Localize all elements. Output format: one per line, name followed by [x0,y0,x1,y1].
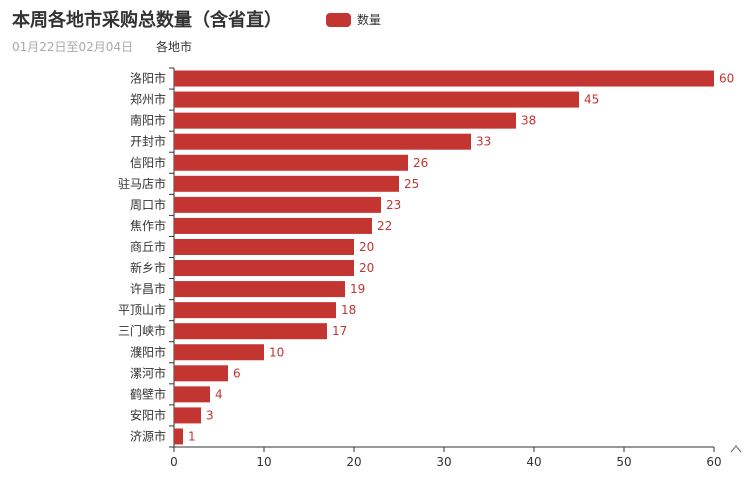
data-label: 25 [404,177,419,191]
data-label: 33 [476,135,491,149]
x-tick-label: 0 [170,455,178,469]
y-tick-label: 济源市 [130,428,166,443]
bar [174,133,471,150]
y-tick-label: 周口市 [130,197,166,212]
bar [174,428,183,445]
x-tick-label: 60 [706,455,721,469]
bar [174,238,354,255]
bar [174,112,516,129]
data-label: 45 [584,93,599,107]
data-label: 6 [233,366,241,380]
data-label: 10 [269,345,284,359]
legend-swatch [326,12,351,27]
y-tick-label: 洛阳市 [130,71,166,86]
bar [174,365,228,382]
y-tick-label: 许昌市 [130,281,166,296]
y-tick-label: 商丘市 [130,239,166,254]
bar [174,344,264,361]
data-label: 26 [413,156,428,170]
bar [174,91,579,108]
legend-label: 数量 [357,13,382,27]
data-label: 3 [206,408,214,422]
bar [174,260,354,277]
x-tick-label: 40 [526,455,541,469]
data-label: 20 [359,240,374,254]
y-tick-label: 开封市 [130,134,166,149]
y-tick-label: 南阳市 [130,113,166,128]
data-label: 1 [188,429,196,443]
data-label: 20 [359,261,374,275]
legend[interactable]: 数量 [326,11,381,28]
data-label: 18 [341,303,356,317]
data-label: 22 [377,219,392,233]
y-tick-label: 驻马店市 [118,176,166,191]
bar [174,70,714,87]
x-tick-label: 50 [616,455,631,469]
y-tick-label: 焦作市 [130,218,166,233]
bar [174,323,327,340]
chart-title: 本周各地市采购总数量（含省直） [12,10,282,31]
data-label: 23 [386,198,401,212]
y-tick-label: 平顶山市 [118,302,166,317]
data-label: 4 [215,387,223,401]
bar [174,217,372,234]
y-tick-label: 郑州市 [130,92,166,107]
data-label: 60 [719,72,734,86]
bar [174,175,399,192]
data-label: 17 [332,324,347,338]
data-label: 19 [350,282,365,296]
y-tick-label: 濮阳市 [130,344,166,359]
x-tick-label: 20 [346,455,361,469]
y-tick-label: 安阳市 [130,407,166,422]
bar [174,154,408,171]
x-tick-label: 30 [436,455,451,469]
y-tick-label: 新乡市 [130,260,166,275]
caret-up-icon [730,445,742,453]
data-label: 38 [521,114,536,128]
y-tick-label: 鹤壁市 [130,386,166,401]
x-tick-label: 10 [256,455,271,469]
bar [174,281,345,298]
bar [174,302,336,319]
y-axis-name: 各地市 [156,39,192,54]
chart-subtitle: 01月22日至02月04日 [12,40,134,54]
y-tick-label: 三门峡市 [118,323,166,338]
y-tick-label: 信阳市 [130,155,166,170]
bar [174,196,381,213]
bar [174,386,210,403]
y-tick-label: 漯河市 [130,365,166,380]
bar [174,407,201,424]
